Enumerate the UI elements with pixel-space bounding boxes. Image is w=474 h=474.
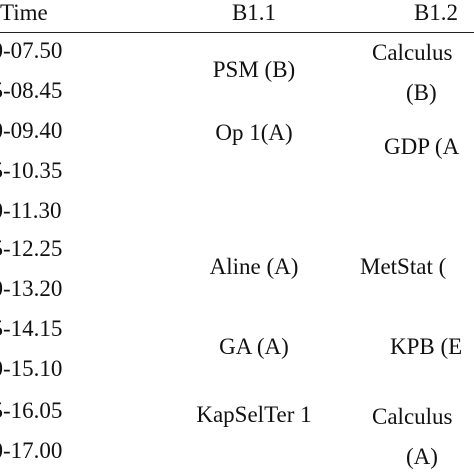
time-slot: 40-11.30 <box>0 198 62 223</box>
time-slot: 15-16.05 <box>0 398 63 423</box>
course-psm: PSM (B) <box>212 57 296 82</box>
course-calculus-b-sec: (B) <box>406 80 437 105</box>
header-time: Time <box>0 0 48 25</box>
course-kapselter: KapSelTer 1 <box>196 402 312 427</box>
header-b1-1: B1.1 <box>231 0 277 25</box>
course-aline: Aline (A) <box>209 254 299 279</box>
course-metstat: MetStat ( <box>360 254 447 279</box>
time-slot: 30-13.20 <box>0 276 63 301</box>
time-slot: 00-07.50 <box>0 38 63 63</box>
time-slot: 25-14.15 <box>0 316 63 341</box>
time-slot: 45-10.35 <box>0 158 63 183</box>
time-slot: 35-12.25 <box>0 236 63 261</box>
course-gdp: GDP (A <box>384 134 460 159</box>
course-ga: GA (A) <box>219 334 289 359</box>
time-slot: 20-15.10 <box>0 356 63 381</box>
time-slot: 10-17.00 <box>0 438 63 463</box>
header-b1-2: B1.2 <box>413 0 459 25</box>
course-kpb: KPB (E <box>390 334 463 359</box>
course-calculus-a-sec: (A) <box>406 444 438 469</box>
course-op1: Op 1(A) <box>215 120 293 145</box>
time-slot: 50-09.40 <box>0 118 63 143</box>
header-rule <box>0 32 474 33</box>
time-slot: 55-08.45 <box>0 78 63 103</box>
course-calculus-a: Calculus <box>372 404 453 429</box>
course-calculus-b: Calculus <box>372 40 453 65</box>
